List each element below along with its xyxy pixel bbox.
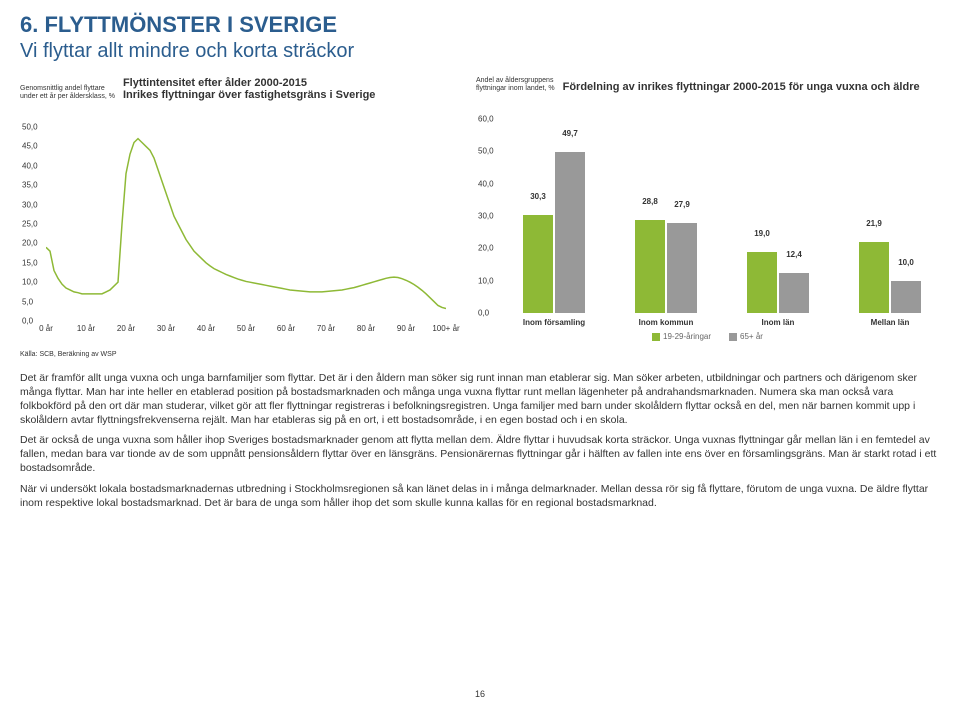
line-chart-title-l1: Flyttintensitet efter ålder 2000-2015 [123, 77, 307, 89]
bar-value-label: 19,0 [754, 229, 770, 238]
line-chart-ytick: 20,0 [22, 239, 38, 248]
bar-series-a [747, 252, 777, 313]
line-chart-ytick: 30,0 [22, 200, 38, 209]
bar-value-label: 28,8 [642, 197, 658, 206]
charts-row: Genomsnittlig andel flyttare under ett å… [20, 77, 940, 358]
bar-category-label: Inom län [762, 318, 795, 327]
line-chart-ytick: 50,0 [22, 123, 38, 132]
body-paragraph: När vi undersökt lokala bostadsmarknader… [20, 483, 940, 511]
line-chart-xtick: 100+ år [432, 324, 459, 333]
line-chart-xtick: 70 år [317, 324, 335, 333]
line-chart-ytick: 45,0 [22, 142, 38, 151]
line-chart-ytick: 0,0 [22, 317, 33, 326]
bar-series-b [667, 223, 697, 313]
line-chart: Genomsnittlig andel flyttare under ett å… [20, 77, 460, 358]
line-chart-xtick: 0 år [39, 324, 53, 333]
body-paragraph: Det är framför allt unga vuxna och unga … [20, 372, 940, 427]
line-chart-line [46, 127, 446, 321]
bar-series-a [635, 220, 665, 313]
line-chart-ylabel-l1: Genomsnittlig andel flyttare [20, 85, 105, 92]
line-chart-ytick: 35,0 [22, 181, 38, 190]
bar-chart-ylabel-l2: flyttningar inom landet, % [476, 85, 555, 92]
line-chart-xtick: 90 år [397, 324, 415, 333]
chart-source: Källa: SCB, Beräkning av WSP [20, 351, 460, 358]
line-chart-ytick: 40,0 [22, 161, 38, 170]
line-chart-title-l2: Inrikes flyttningar över fastighetsgräns… [123, 89, 375, 101]
bar-value-label: 12,4 [786, 250, 802, 259]
line-chart-xtick: 20 år [117, 324, 135, 333]
line-chart-ylabel: Genomsnittlig andel flyttare under ett å… [20, 85, 115, 101]
bar-value-label: 27,9 [674, 200, 690, 209]
bar-series-b [779, 273, 809, 313]
bar-chart-ytick: 30,0 [478, 212, 494, 221]
body-text: Det är framför allt unga vuxna och unga … [20, 372, 940, 511]
bar-value-label: 10,0 [898, 258, 914, 267]
bar-chart-ytick: 40,0 [478, 179, 494, 188]
page-number: 16 [475, 689, 485, 699]
bar-series-b [891, 281, 921, 313]
bar-category-label: Mellan län [871, 318, 910, 327]
bar-chart-plot: 0,010,020,030,040,050,060,030,349,7Inom … [502, 119, 922, 313]
bar-value-label: 30,3 [530, 192, 546, 201]
bar-series-b [555, 152, 585, 313]
bar-chart-legend: 19-29-åringar 65+ år [652, 332, 763, 341]
line-chart-xtick: 10 år [77, 324, 95, 333]
bar-chart-ytick: 20,0 [478, 244, 494, 253]
bar-chart-ytick: 0,0 [478, 309, 489, 318]
line-chart-ytick: 25,0 [22, 220, 38, 229]
bar-chart-ytick: 50,0 [478, 147, 494, 156]
bar-category-label: Inom församling [523, 318, 585, 327]
line-chart-ytick: 5,0 [22, 297, 33, 306]
bar-chart-ylabel: Andel av åldersgruppens flyttningar inom… [476, 77, 555, 93]
legend-item: 19-29-åringar [652, 332, 711, 341]
page-heading-main: 6. FLYTTMÖNSTER I SVERIGE [20, 12, 940, 38]
line-chart-title: Flyttintensitet efter ålder 2000-2015 In… [123, 77, 375, 101]
bar-chart-ylabel-l1: Andel av åldersgruppens [476, 77, 553, 84]
bar-category-label: Inom kommun [639, 318, 694, 327]
line-chart-xtick: 60 år [277, 324, 295, 333]
line-chart-ytick: 15,0 [22, 258, 38, 267]
body-paragraph: Det är också de unga vuxna som håller ih… [20, 434, 940, 476]
page-heading-sub: Vi flyttar allt mindre och korta sträcko… [20, 40, 940, 63]
bar-series-a [859, 242, 889, 313]
bar-chart: Andel av åldersgruppens flyttningar inom… [476, 77, 936, 358]
line-chart-ylabel-l2: under ett år per åldersklass, % [20, 93, 115, 100]
bar-value-label: 49,7 [562, 129, 578, 138]
line-chart-xtick: 40 år [197, 324, 215, 333]
bar-series-a [523, 215, 553, 313]
line-chart-xtick: 30 år [157, 324, 175, 333]
bar-chart-title: Fördelning av inrikes flyttningar 2000-2… [563, 81, 920, 93]
line-chart-xtick: 80 år [357, 324, 375, 333]
bar-chart-ytick: 60,0 [478, 115, 494, 124]
bar-value-label: 21,9 [866, 219, 882, 228]
bar-chart-ytick: 10,0 [478, 276, 494, 285]
legend-item: 65+ år [729, 332, 763, 341]
line-chart-plot: 0,05,010,015,020,025,030,035,040,045,050… [46, 127, 446, 321]
line-chart-ytick: 10,0 [22, 278, 38, 287]
line-chart-xtick: 50 år [237, 324, 255, 333]
